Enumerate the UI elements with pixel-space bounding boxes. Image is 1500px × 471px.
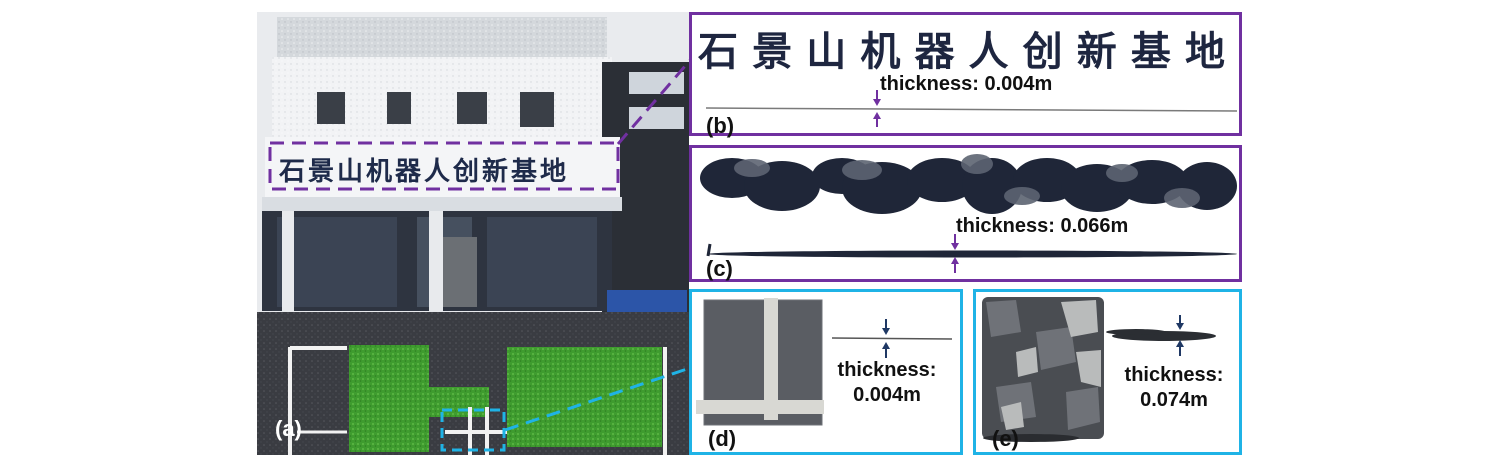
arrow-down-icon [882,328,890,335]
thickness-e-line1: thickness: [1124,364,1224,386]
arrow-down-icon [1176,323,1184,330]
thickness-b: thickness: 0.004m [880,73,1053,95]
thickness-d-line2: 0.004m [853,384,921,406]
arrow-down-icon [951,243,959,250]
panel-c-label: (c) [706,256,733,281]
thickness-d: thickness: 0.004m [832,358,942,408]
thick-plane-c [707,250,1237,258]
thickness-e-line2: 0.074m [1140,389,1208,411]
panel-e: thickness: 0.074m (e) [973,289,1242,455]
arrow-up-icon [873,112,881,119]
panel-a-label: (a) [275,416,302,441]
panel-e-label: (e) [992,426,1019,451]
arrow-down-icon [873,99,881,106]
thickness-e: thickness: 0.074m [1116,363,1232,413]
panel-b: 石景山机器人创新基地 thickness: 0.004m (b) [689,12,1242,138]
panel-b-render: 石景山机器人创新基地 [698,29,1238,127]
arrow-up-icon [1176,340,1184,347]
building-point-cloud: 石景山机器人创新基地 [257,12,689,455]
panel-d-render [696,298,953,426]
panel-d: thickness: 0.004m (d) [689,289,963,455]
thickness-d-line1: thickness: [837,359,937,381]
marking-highlight-box [440,408,506,452]
panel-c: thickness: 0.066m (c) [689,145,1242,282]
panel-a-image: 石景山机器人创新基地 (a) [257,12,689,455]
sign-text-a: 石景山机器人创新基地 [278,156,569,187]
arrow-up-icon [951,257,959,264]
panel-e-render [982,297,1216,442]
panel-d-label: (d) [708,426,737,451]
lane-line-horizontal [696,400,824,414]
sign-text-b: 石景山机器人创新基地 [698,29,1233,75]
arrow-up-icon [882,342,890,349]
panel-b-label: (b) [706,113,735,138]
lane-line-vertical [764,298,778,420]
thin-plane-b [705,107,1238,112]
thin-plane-d [831,337,953,340]
thickness-c: thickness: 0.066m [956,215,1129,237]
panel-c-render [700,154,1237,273]
